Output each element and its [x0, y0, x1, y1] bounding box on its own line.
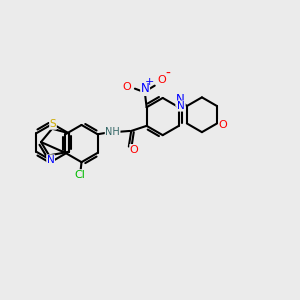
Text: NH: NH: [105, 127, 120, 137]
Text: S: S: [50, 119, 56, 129]
Text: O: O: [130, 145, 139, 154]
Text: N: N: [141, 82, 149, 95]
Text: O: O: [122, 82, 131, 92]
Text: O: O: [158, 75, 166, 85]
Text: -: -: [166, 67, 170, 81]
Text: Cl: Cl: [75, 170, 86, 180]
Text: N: N: [176, 93, 185, 106]
Text: O: O: [219, 120, 227, 130]
Text: +: +: [145, 77, 154, 87]
Text: N: N: [177, 101, 185, 111]
Text: N: N: [47, 155, 55, 165]
